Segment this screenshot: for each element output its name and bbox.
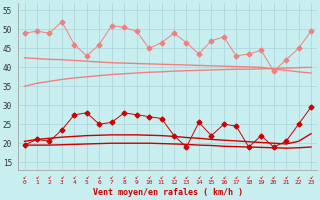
X-axis label: Vent moyen/en rafales ( km/h ): Vent moyen/en rafales ( km/h ) [93, 188, 243, 197]
